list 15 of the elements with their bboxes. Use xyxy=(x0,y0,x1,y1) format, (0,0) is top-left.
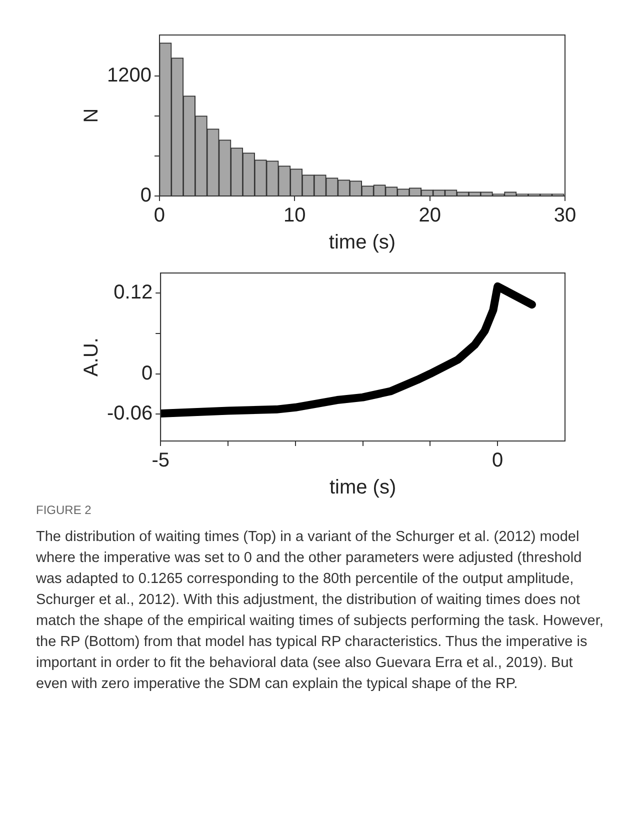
text: The distribution of waiting times (Top) in a variant of the Schurger et al. (2012) model where the imperative was set to 0 and the other parameters were adjusted (threshold was adapted to 0.1265 corresponding to the 80th percentile of the output amplitude, Schurger et al., 2012). With this adjustment, the distribution of waiting times does not match the shape of the empirical waiting times of subjects performing the task. However, the RP (Bottom) from that model has typical RP characteristics. Thus the imperative is important in order to fit the behavioral data (see also Guevara Erra et al., 2019). But even with zero imperative the SDM can explain the typical shape of the RP. xyxy=(36,528,604,694)
y-axis-title: N xyxy=(80,108,103,123)
y-tick-label: 0 xyxy=(141,362,153,384)
y-tick-label: 0.12 xyxy=(114,282,153,304)
x-tick-label: 30 xyxy=(554,204,576,227)
x-tick-label: 20 xyxy=(418,204,441,227)
x-axis-title: time (s) xyxy=(328,232,396,254)
y-axis-title: A.U. xyxy=(80,338,103,376)
x-axis-title: time (s) xyxy=(329,476,396,499)
x-tick-label: -5 xyxy=(152,450,170,472)
y-tick-label: 0 xyxy=(140,184,152,207)
y-tick-label: 1200 xyxy=(106,64,152,87)
caption: FIGURE 2 xyxy=(36,502,92,519)
y-tick-label: -0.06 xyxy=(106,402,153,425)
x-tick-label: 10 xyxy=(284,204,306,227)
